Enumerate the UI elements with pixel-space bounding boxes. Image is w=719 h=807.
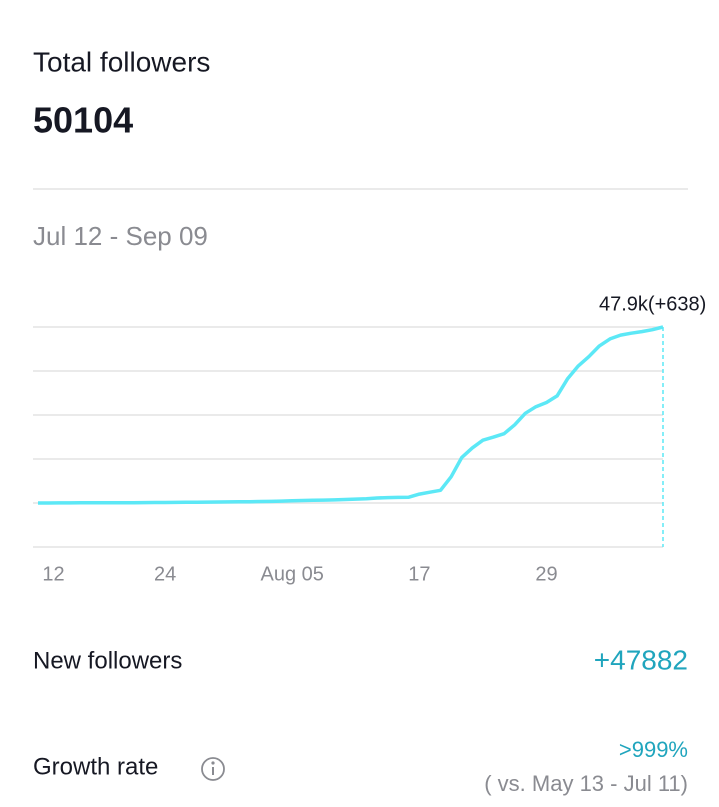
stat-value: >999%	[619, 737, 688, 762]
info-icon[interactable]	[201, 757, 225, 781]
title: Total followers	[33, 46, 210, 77]
x-tick-label: Aug 05	[261, 563, 324, 585]
stat-note: ( vs. May 13 - Jul 11)	[484, 771, 688, 796]
data-line	[38, 325, 664, 505]
x-tick-label: 24	[154, 563, 176, 585]
date-range: Jul 12 - Sep 09	[33, 221, 208, 251]
x-tick-label: 29	[535, 563, 557, 585]
annotation: 47.9k(+638)	[599, 293, 706, 315]
stat-label: Growth rate	[33, 753, 158, 780]
stat-value: +47882	[594, 644, 688, 675]
total: 50104	[33, 100, 133, 141]
x-tick-label: Jul 12	[11, 563, 64, 585]
chart: Jul 12 24 Aug 05 17 29 47.9k(+638)	[11, 293, 706, 585]
stat-label: New followers	[33, 647, 182, 674]
x-tick-label: 17	[408, 563, 430, 585]
